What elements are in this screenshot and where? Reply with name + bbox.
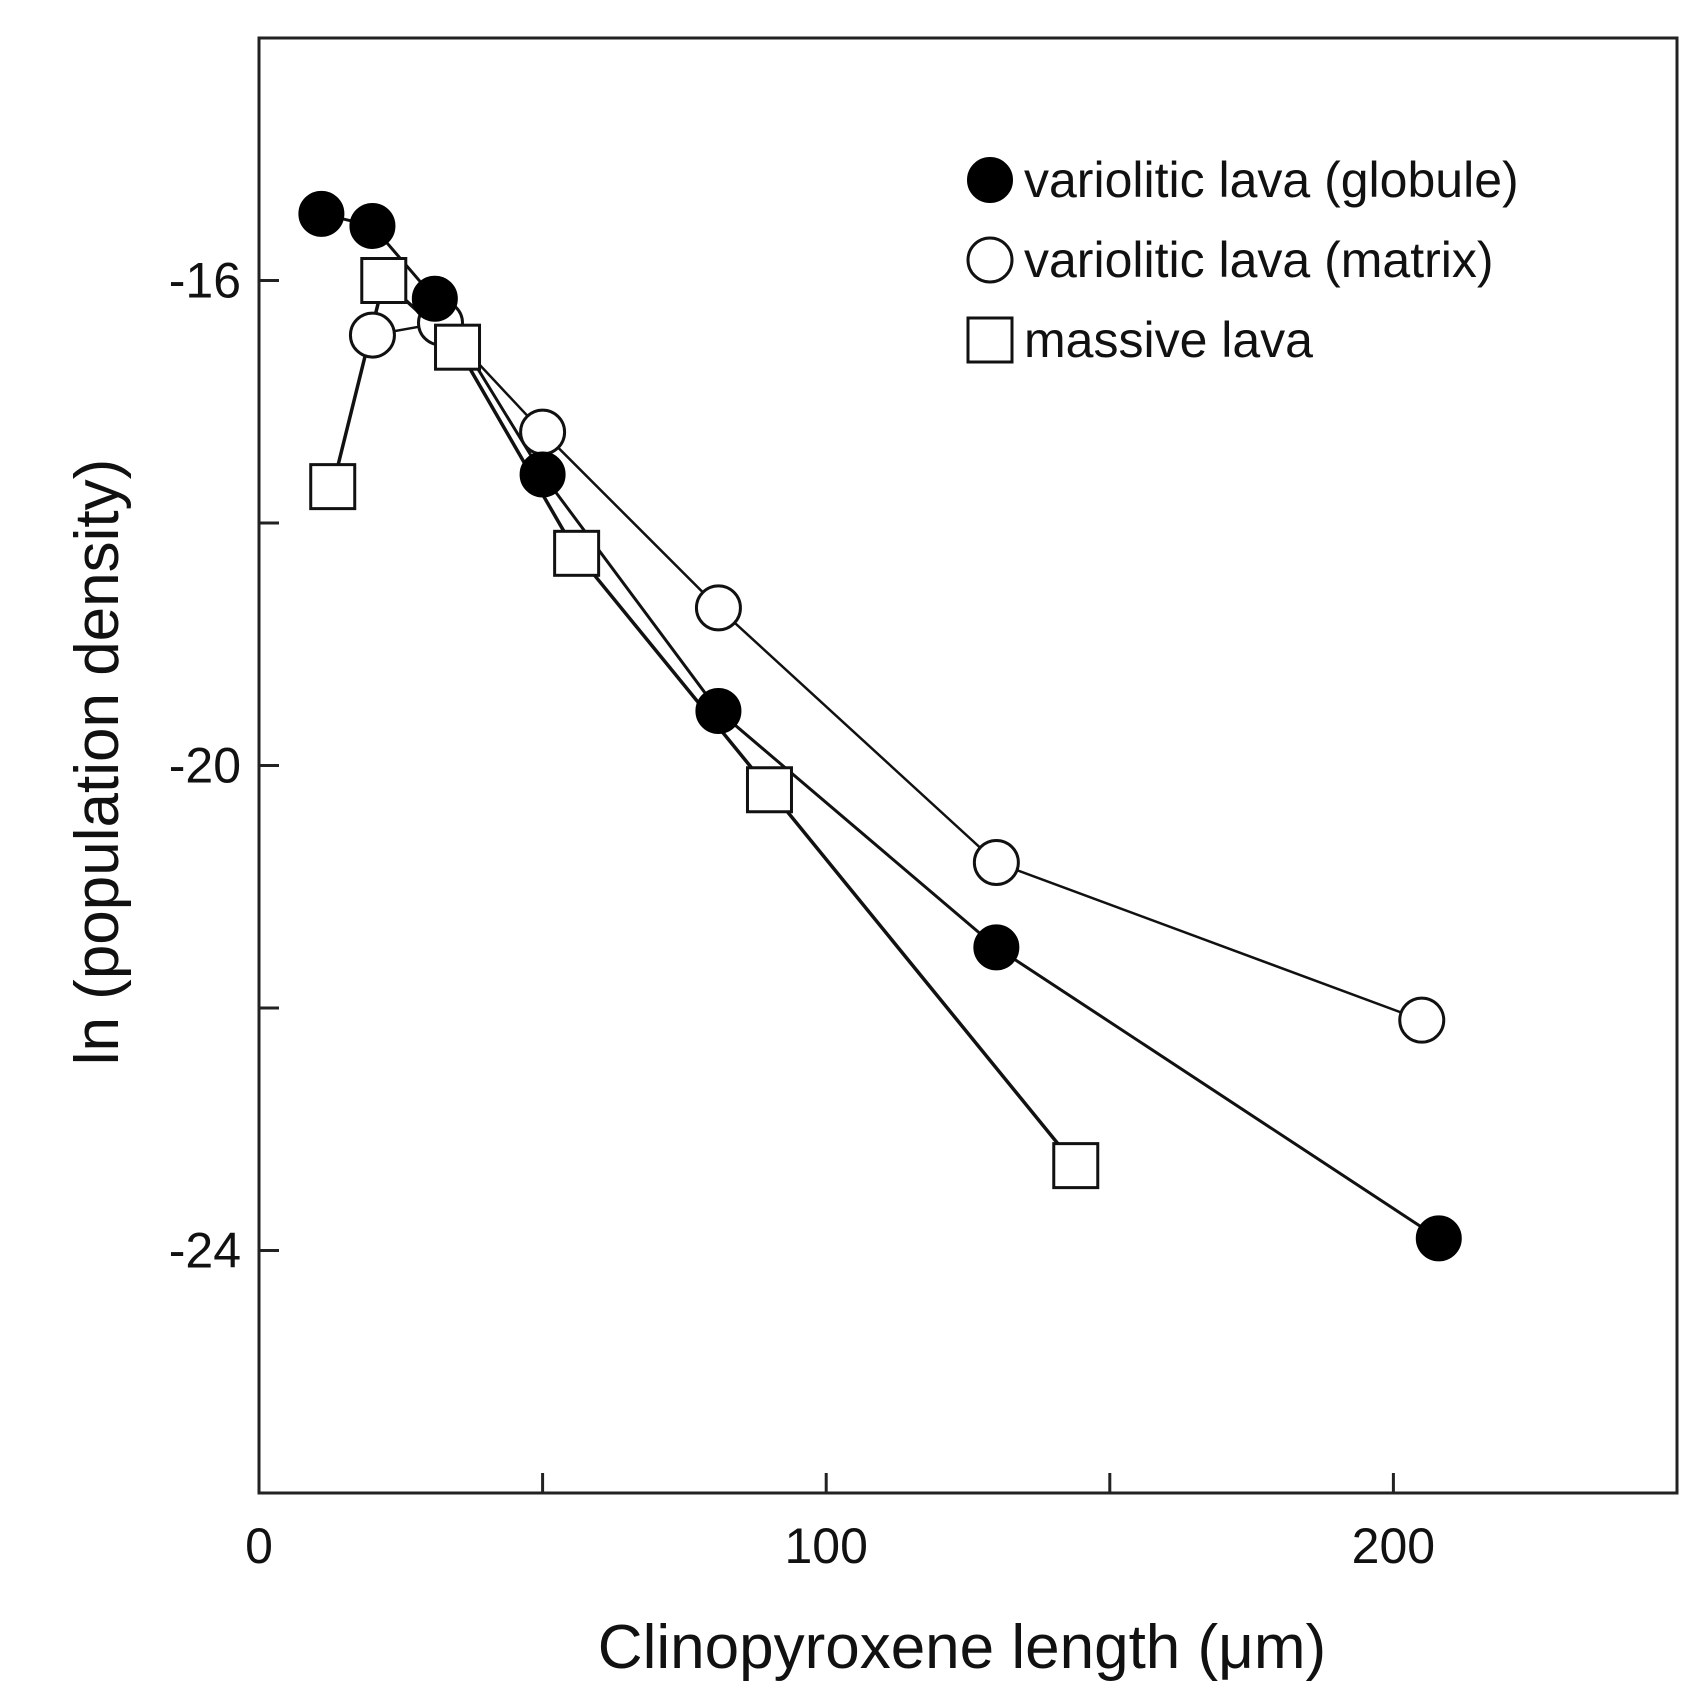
series-layer bbox=[298, 190, 1462, 1262]
data-point-filled-circle bbox=[1415, 1215, 1462, 1262]
legend-marker-open-square bbox=[966, 316, 1014, 364]
data-point-open-circle bbox=[1398, 996, 1446, 1044]
data-point-filled-circle bbox=[695, 687, 742, 734]
data-point-open-circle bbox=[972, 839, 1020, 886]
legend-marker-open-circle bbox=[966, 236, 1014, 284]
data-point-open-square bbox=[1052, 1142, 1100, 1190]
x-tick-label: 100 bbox=[784, 1518, 867, 1574]
x-axis-title: Clinopyroxene length (μm) bbox=[598, 1613, 1326, 1682]
y-tick-label: -24 bbox=[169, 1223, 241, 1279]
y-tick-label: -20 bbox=[169, 738, 241, 794]
y-axis-title: ln (population density) bbox=[63, 459, 132, 1066]
y-axis-ticks: -24 -20 -16 bbox=[169, 253, 279, 1279]
data-point-open-circle bbox=[519, 408, 567, 456]
data-point-filled-circle bbox=[298, 190, 345, 237]
y-tick-label: -16 bbox=[169, 253, 241, 309]
x-tick-label: 200 bbox=[1352, 1518, 1435, 1574]
data-point-filled-circle bbox=[519, 451, 566, 498]
series-markers bbox=[298, 190, 1462, 1262]
data-point-filled-circle bbox=[973, 924, 1020, 971]
data-point-open-square bbox=[553, 529, 601, 577]
data-point-open-square bbox=[360, 257, 408, 304]
data-point-open-circle bbox=[694, 584, 742, 632]
legend: variolitic lava (globule) variolitic lava… bbox=[966, 152, 1519, 368]
data-point-open-square bbox=[434, 323, 482, 371]
data-point-open-square bbox=[745, 766, 793, 814]
legend-label: massive lava bbox=[1024, 312, 1313, 368]
data-point-open-square bbox=[309, 463, 357, 511]
x-axis-ticks: 0 100 200 bbox=[245, 1473, 1435, 1574]
x-tick-label: 0 bbox=[245, 1518, 273, 1574]
legend-marker-filled-circle bbox=[967, 157, 1013, 203]
data-point-filled-circle bbox=[349, 202, 396, 249]
data-point-open-circle bbox=[348, 311, 396, 359]
data-point-filled-circle bbox=[411, 275, 458, 322]
legend-label: variolitic lava (matrix) bbox=[1024, 232, 1494, 288]
legend-label: variolitic lava (globule) bbox=[1024, 152, 1519, 208]
